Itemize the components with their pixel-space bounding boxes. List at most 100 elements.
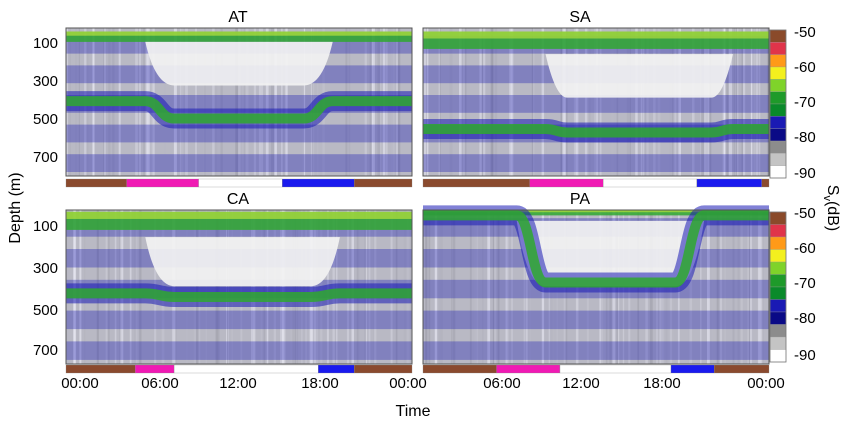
x-tick-label: 06:00	[483, 375, 521, 392]
noise-streak	[758, 28, 761, 176]
noise-streak	[438, 28, 440, 176]
colorbar-cell	[769, 79, 787, 92]
x-ticks: 06:00 12:00 18:00 00:00	[483, 375, 785, 392]
noise-streak	[757, 210, 761, 364]
colorbar-cell	[769, 66, 787, 80]
noise-streak	[469, 210, 472, 364]
noise-streak	[523, 210, 525, 364]
daynight-segment-dawn	[496, 364, 561, 374]
noise-streak	[265, 28, 269, 176]
y-ticks: 100 300 500 700	[33, 218, 58, 359]
y-tick-label: 500	[33, 111, 58, 128]
colorbar-cell	[769, 311, 787, 325]
noise-streak	[451, 210, 453, 364]
colorbar-tick: -70	[794, 94, 816, 111]
colorbar-cell	[769, 324, 787, 338]
noise-streak	[616, 28, 619, 176]
daynight-segment-dusk	[282, 178, 355, 188]
colorbar-cell	[769, 54, 787, 68]
noise-streak	[463, 28, 465, 176]
noise-streak	[740, 210, 743, 364]
noise-streak	[479, 28, 482, 176]
colorbar-cell	[769, 211, 787, 225]
daynight-segment-dawn	[126, 178, 199, 188]
noise-streak	[692, 28, 695, 176]
colorbar-cell	[769, 91, 787, 105]
noise-streak	[703, 28, 707, 176]
noise-streak	[747, 210, 749, 364]
y-ticks: 100 300 500 700	[33, 35, 58, 166]
daynight-segment-day	[559, 364, 672, 374]
noise-streak	[599, 28, 602, 176]
surface-layer-peak	[423, 31, 769, 39]
colorbar-tick: -70	[794, 275, 816, 292]
echogram-plot	[422, 205, 770, 365]
noise-streak	[726, 28, 729, 176]
noise-streak	[545, 28, 547, 176]
surface-layer-peak	[423, 210, 769, 213]
noise-streak	[759, 210, 763, 364]
noise-streak	[492, 210, 495, 364]
noise-streak	[713, 210, 715, 364]
noise-streak	[541, 28, 544, 176]
noise-streak	[629, 28, 631, 176]
colorbar-cell	[769, 286, 787, 300]
x-tick-label: 06:00	[141, 375, 179, 392]
x-tick-label: 18:00	[643, 375, 681, 392]
colorbar-tick: -50	[794, 24, 816, 41]
noise-streak	[425, 210, 428, 364]
colorbar-cell	[769, 165, 787, 179]
noise-streak	[725, 28, 728, 176]
daynight-segment-night	[354, 178, 413, 188]
scatter-band	[66, 154, 412, 172]
echogram-plot	[422, 27, 770, 177]
noise-streak	[242, 28, 244, 176]
noise-streak	[529, 210, 532, 364]
noise-streak	[449, 28, 453, 176]
noise-streak	[244, 28, 247, 176]
daytime-scattering-region	[545, 54, 733, 98]
noise-streak	[533, 28, 535, 176]
noise-streak	[716, 210, 720, 364]
noise-streak	[584, 28, 588, 176]
noise-streak	[737, 28, 739, 176]
noise-streak	[510, 28, 514, 176]
y-tick-label: 100	[33, 218, 58, 235]
colorbar-tick: -90	[794, 165, 816, 182]
daynight-segment-day	[603, 178, 698, 188]
noise-streak	[275, 28, 277, 176]
noise-streak	[700, 210, 702, 364]
noise-streak	[689, 210, 693, 364]
noise-streak	[762, 210, 764, 364]
noise-streak	[220, 28, 223, 176]
noise-streak	[214, 28, 218, 176]
noise-streak	[467, 28, 470, 176]
noise-streak	[235, 28, 239, 176]
noise-streak	[562, 28, 565, 176]
y-tick-label: 700	[33, 149, 58, 166]
x-tick-label: 00:00	[389, 375, 427, 392]
panel-title: AT	[228, 9, 247, 26]
daynight-bar	[422, 178, 770, 188]
colorbar-cell	[769, 336, 787, 350]
noise-streak	[511, 210, 513, 364]
noise-streak	[497, 210, 500, 364]
noise-streak	[438, 210, 441, 364]
noise-streak	[427, 28, 429, 176]
colorbar-tick: -80	[794, 310, 816, 327]
y-tick-label: 300	[33, 73, 58, 90]
daynight-segment-night	[65, 178, 127, 188]
noise-streak	[246, 28, 249, 176]
panel-title: PA	[570, 191, 590, 208]
noise-streak	[724, 210, 726, 364]
colorbar-cell	[769, 224, 787, 238]
daynight-segment-day	[198, 178, 283, 188]
noise-streak	[753, 28, 756, 176]
noise-streak	[465, 28, 467, 176]
noise-streak	[281, 28, 283, 176]
daynight-bar	[65, 364, 413, 374]
surface-layer	[423, 210, 769, 216]
noise-streak	[750, 210, 753, 364]
x-tick-label: 12:00	[219, 375, 257, 392]
